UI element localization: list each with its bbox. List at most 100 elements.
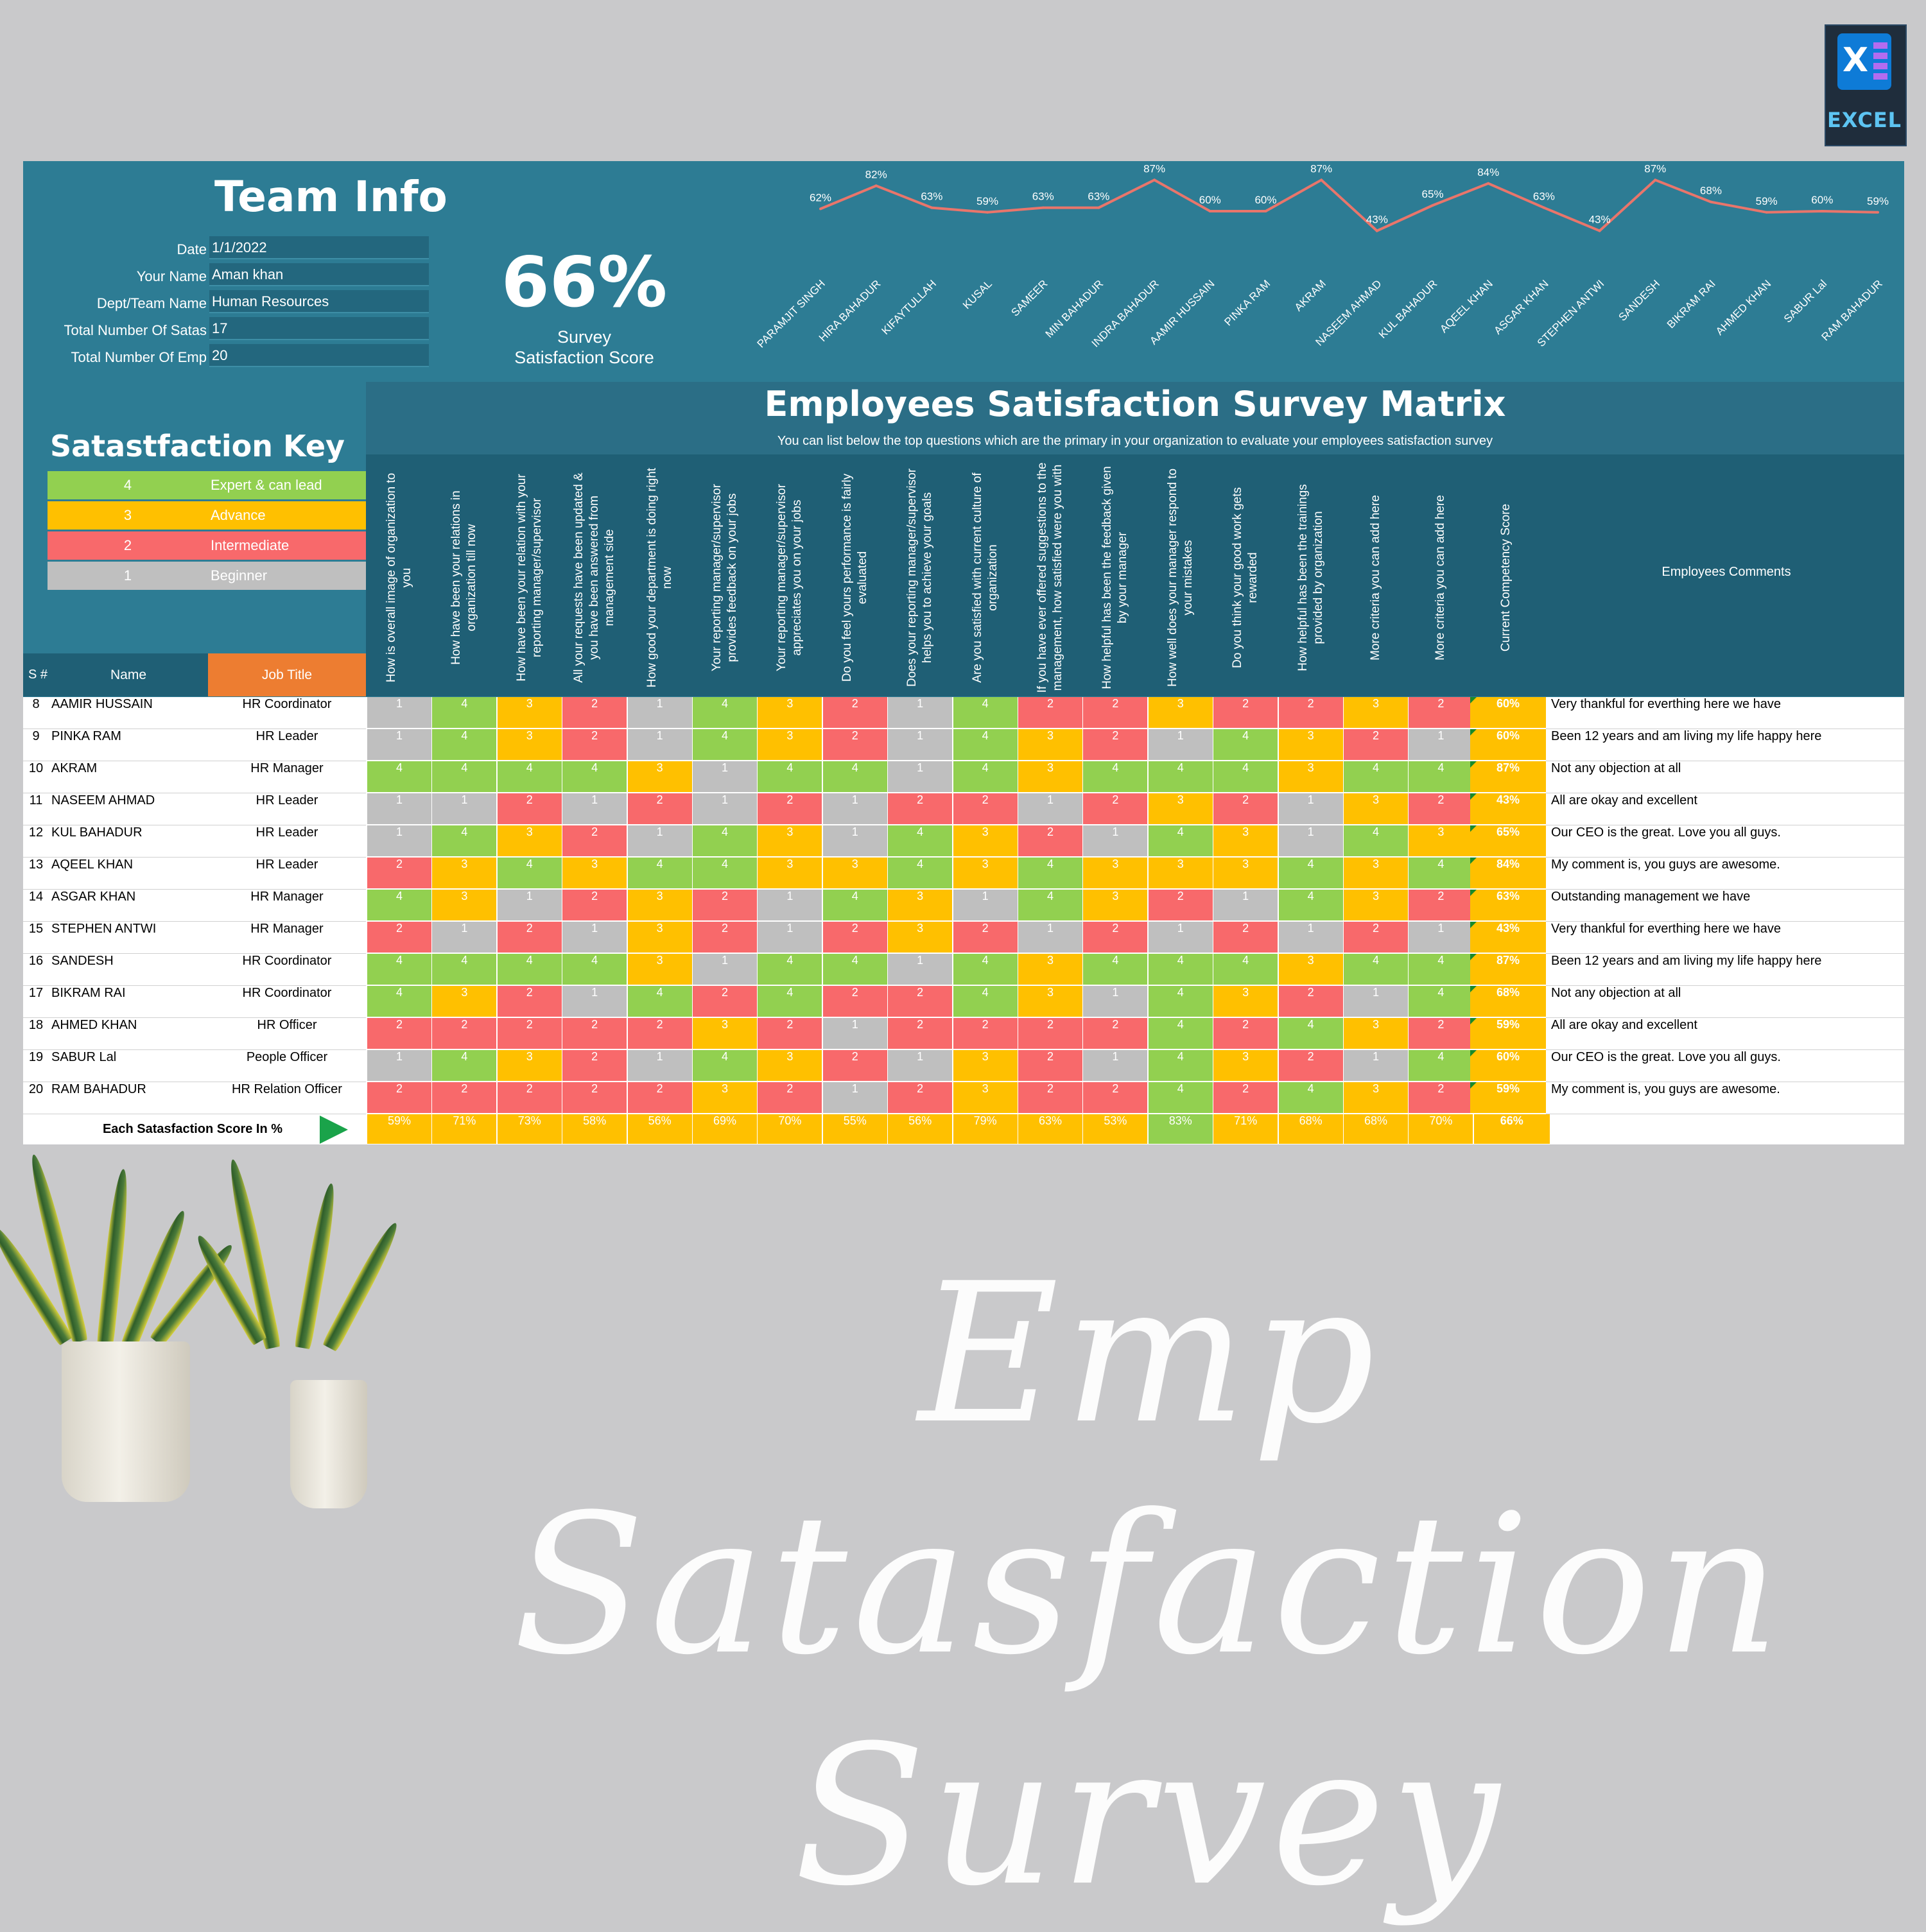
score-cell[interactable]: 4 — [693, 1050, 758, 1082]
table-row[interactable]: 18 AHMED KHAN HR Officer 2 2 2 2 2 3 2 1 2 2 2 2 4 2 4 3 2 5… — [23, 1018, 1904, 1050]
score-cell[interactable]: 4 — [758, 954, 823, 986]
score-cell[interactable]: 3 — [1344, 697, 1409, 729]
name-cell[interactable]: KUL BAHADUR — [51, 825, 143, 840]
serial-cell[interactable]: 18 — [28, 1018, 44, 1032]
table-row[interactable]: 20 RAM BAHADUR HR Relation Officer 2 2 2 2 2 3 2 1… — [23, 1082, 1904, 1114]
table-row[interactable]: 8 AAMIR HUSSAIN HR Coordinator 1 4 3 2 1 4 3 2 1 4 2 2… — [23, 697, 1904, 729]
score-cell[interactable]: 3 — [758, 697, 823, 729]
table-row[interactable]: 17 BIKRAM RAI HR Coordinator 4 3 2 1 4 2 4 2 2 4 3 1 4 3… — [23, 986, 1904, 1018]
score-cell[interactable]: 4 — [367, 954, 432, 986]
name-cell[interactable]: NASEEM AHMAD — [51, 793, 155, 807]
score-cell[interactable]: 3 — [953, 1082, 1018, 1114]
competency-score-cell[interactable]: 59% — [1470, 1082, 1546, 1114]
score-cell[interactable]: 2 — [1083, 1018, 1149, 1050]
score-cell[interactable]: 3 — [497, 825, 562, 858]
name-cell[interactable]: SANDESH — [51, 954, 114, 968]
serial-cell[interactable]: 19 — [28, 1050, 44, 1064]
score-cell[interactable]: 3 — [693, 1018, 758, 1050]
score-cell[interactable]: 3 — [1344, 890, 1409, 922]
score-cell[interactable]: 4 — [1344, 825, 1409, 858]
score-cell[interactable]: 1 — [1018, 922, 1083, 954]
score-cell[interactable]: 2 — [953, 793, 1018, 825]
score-cell[interactable]: 4 — [1278, 1082, 1344, 1114]
score-cell[interactable]: 4 — [1344, 954, 1409, 986]
score-cell[interactable]: 3 — [1344, 793, 1409, 825]
job-title-cell[interactable]: HR Manager — [250, 890, 324, 904]
score-cell[interactable]: 1 — [367, 793, 432, 825]
name-cell[interactable]: STEPHEN ANTWI — [51, 922, 157, 936]
your-name-field[interactable]: Aman khan — [209, 263, 429, 286]
score-cell[interactable]: 2 — [562, 697, 628, 729]
score-cell[interactable]: 1 — [367, 1050, 432, 1082]
serial-cell[interactable]: 10 — [28, 761, 44, 775]
competency-score-cell[interactable]: 84% — [1470, 858, 1546, 890]
score-cell[interactable]: 1 — [953, 890, 1018, 922]
score-cell[interactable]: 4 — [1148, 761, 1213, 793]
score-cell[interactable]: 4 — [1148, 1082, 1213, 1114]
score-cell[interactable]: 3 — [1344, 858, 1409, 890]
score-cell[interactable]: 2 — [367, 1018, 432, 1050]
score-cell[interactable]: 4 — [367, 986, 432, 1018]
score-cell[interactable]: 4 — [627, 986, 693, 1018]
score-cell[interactable]: 1 — [888, 697, 953, 729]
score-cell[interactable]: 2 — [1213, 1082, 1279, 1114]
score-cell[interactable]: 2 — [758, 1018, 823, 1050]
score-cell[interactable]: 3 — [953, 1050, 1018, 1082]
score-cell[interactable]: 4 — [1148, 954, 1213, 986]
score-cell[interactable]: 4 — [1018, 858, 1083, 890]
score-cell[interactable]: 1 — [367, 697, 432, 729]
serial-cell[interactable]: 17 — [28, 986, 44, 1000]
score-cell[interactable]: 3 — [822, 858, 888, 890]
score-cell[interactable]: 2 — [497, 922, 562, 954]
comment-cell[interactable]: Our CEO is the great. Love you all guys. — [1551, 825, 1781, 840]
score-cell[interactable]: 3 — [1148, 697, 1213, 729]
score-cell[interactable]: 2 — [367, 922, 432, 954]
score-cell[interactable]: 1 — [1148, 922, 1213, 954]
score-cell[interactable]: 4 — [432, 761, 498, 793]
score-cell[interactable]: 3 — [1344, 1018, 1409, 1050]
score-cell[interactable]: 1 — [888, 729, 953, 761]
score-cell[interactable]: 2 — [1278, 1050, 1344, 1082]
score-cell[interactable]: 4 — [822, 761, 888, 793]
serial-cell[interactable]: 14 — [28, 890, 44, 904]
score-cell[interactable]: 4 — [1148, 1050, 1213, 1082]
score-cell[interactable]: 4 — [1018, 890, 1083, 922]
score-cell[interactable]: 4 — [953, 986, 1018, 1018]
score-cell[interactable]: 1 — [822, 1018, 888, 1050]
score-cell[interactable]: 4 — [432, 954, 498, 986]
job-title-cell[interactable]: HR Relation Officer — [232, 1082, 342, 1096]
score-cell[interactable]: 4 — [1409, 1050, 1474, 1082]
score-cell[interactable]: 2 — [953, 922, 1018, 954]
score-cell[interactable]: 4 — [693, 825, 758, 858]
score-cell[interactable]: 3 — [497, 697, 562, 729]
table-row[interactable]: 11 NASEEM AHMAD HR Leader 1 1 2 1 2 1 2 1 2 2 1 2 3 2 1 3 2… — [23, 793, 1904, 825]
serial-cell[interactable]: 12 — [28, 825, 44, 840]
score-cell[interactable]: 2 — [1213, 697, 1279, 729]
score-cell[interactable]: 2 — [562, 1050, 628, 1082]
table-row[interactable]: 19 SABUR Lal People Officer 1 4 3 2 1 4 3 2 1 3 2 1 4 3 2… — [23, 1050, 1904, 1082]
score-cell[interactable]: 2 — [888, 1082, 953, 1114]
competency-score-cell[interactable]: 68% — [1470, 986, 1546, 1018]
score-cell[interactable]: 2 — [1083, 729, 1149, 761]
score-cell[interactable]: 3 — [1278, 729, 1344, 761]
score-cell[interactable]: 3 — [888, 922, 953, 954]
score-cell[interactable]: 4 — [1213, 954, 1279, 986]
score-cell[interactable]: 4 — [953, 729, 1018, 761]
table-row[interactable]: 15 STEPHEN ANTWI HR Manager 2 1 2 1 3 2 1 2 3 2 1 2 1 2 1… — [23, 922, 1904, 954]
score-cell[interactable]: 3 — [953, 858, 1018, 890]
score-cell[interactable]: 4 — [822, 954, 888, 986]
score-cell[interactable]: 2 — [562, 825, 628, 858]
score-cell[interactable]: 4 — [497, 858, 562, 890]
name-cell[interactable]: SABUR Lal — [51, 1050, 117, 1064]
score-cell[interactable]: 3 — [1213, 986, 1279, 1018]
score-cell[interactable]: 2 — [562, 1082, 628, 1114]
score-cell[interactable]: 1 — [1018, 793, 1083, 825]
score-cell[interactable]: 4 — [693, 697, 758, 729]
score-cell[interactable]: 2 — [627, 1082, 693, 1114]
score-cell[interactable]: 2 — [1213, 1018, 1279, 1050]
score-cell[interactable]: 2 — [367, 858, 432, 890]
score-cell[interactable]: 2 — [1148, 890, 1213, 922]
score-cell[interactable]: 3 — [432, 890, 498, 922]
comment-cell[interactable]: Not any objection at all — [1551, 761, 1681, 775]
score-cell[interactable]: 2 — [888, 1018, 953, 1050]
